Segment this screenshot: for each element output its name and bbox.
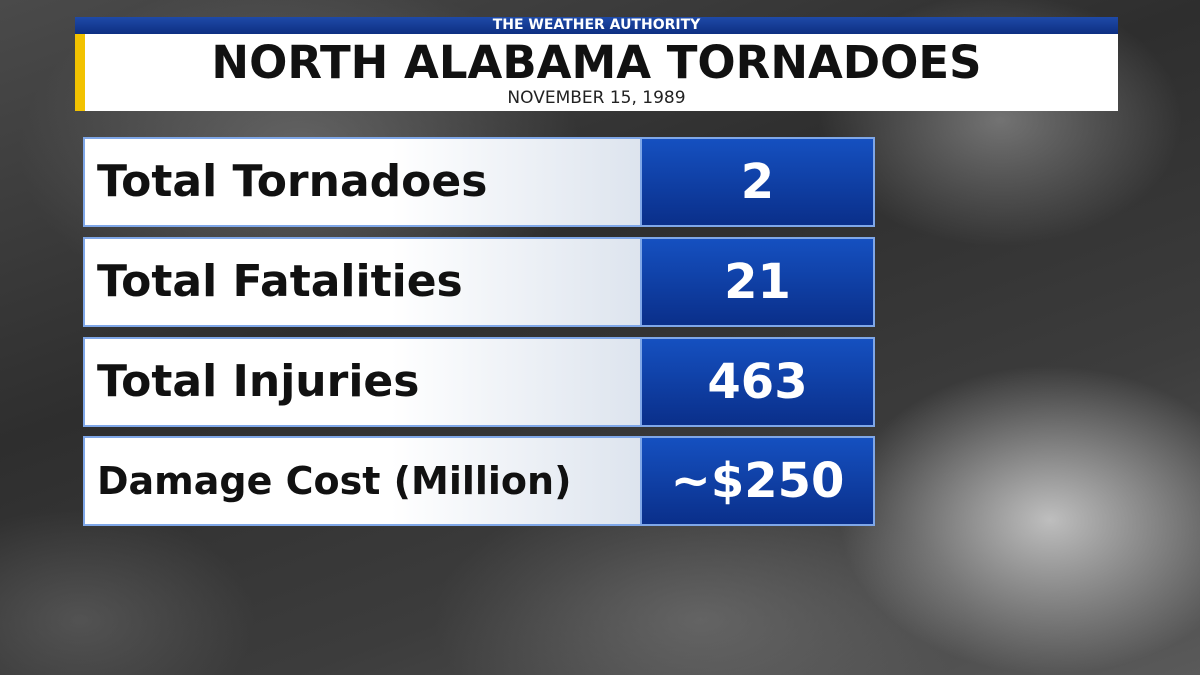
row-value: ~$250 <box>640 436 875 526</box>
header-bar <box>75 34 1118 111</box>
row-value: 463 <box>640 337 875 427</box>
accent-strip <box>75 34 85 111</box>
row-label: Damage Cost (Million) <box>83 436 644 526</box>
kicker: THE WEATHER AUTHORITY <box>75 17 1118 34</box>
row-label: Total Tornadoes <box>83 137 644 227</box>
row-label: Total Injuries <box>83 337 644 427</box>
row-label: Total Fatalities <box>83 237 644 327</box>
row-value: 21 <box>640 237 875 327</box>
date: NOVEMBER 15, 1989 <box>507 88 686 108</box>
title: NORTH ALABAMA TORNADOES <box>211 36 982 89</box>
row-value: 2 <box>640 137 875 227</box>
